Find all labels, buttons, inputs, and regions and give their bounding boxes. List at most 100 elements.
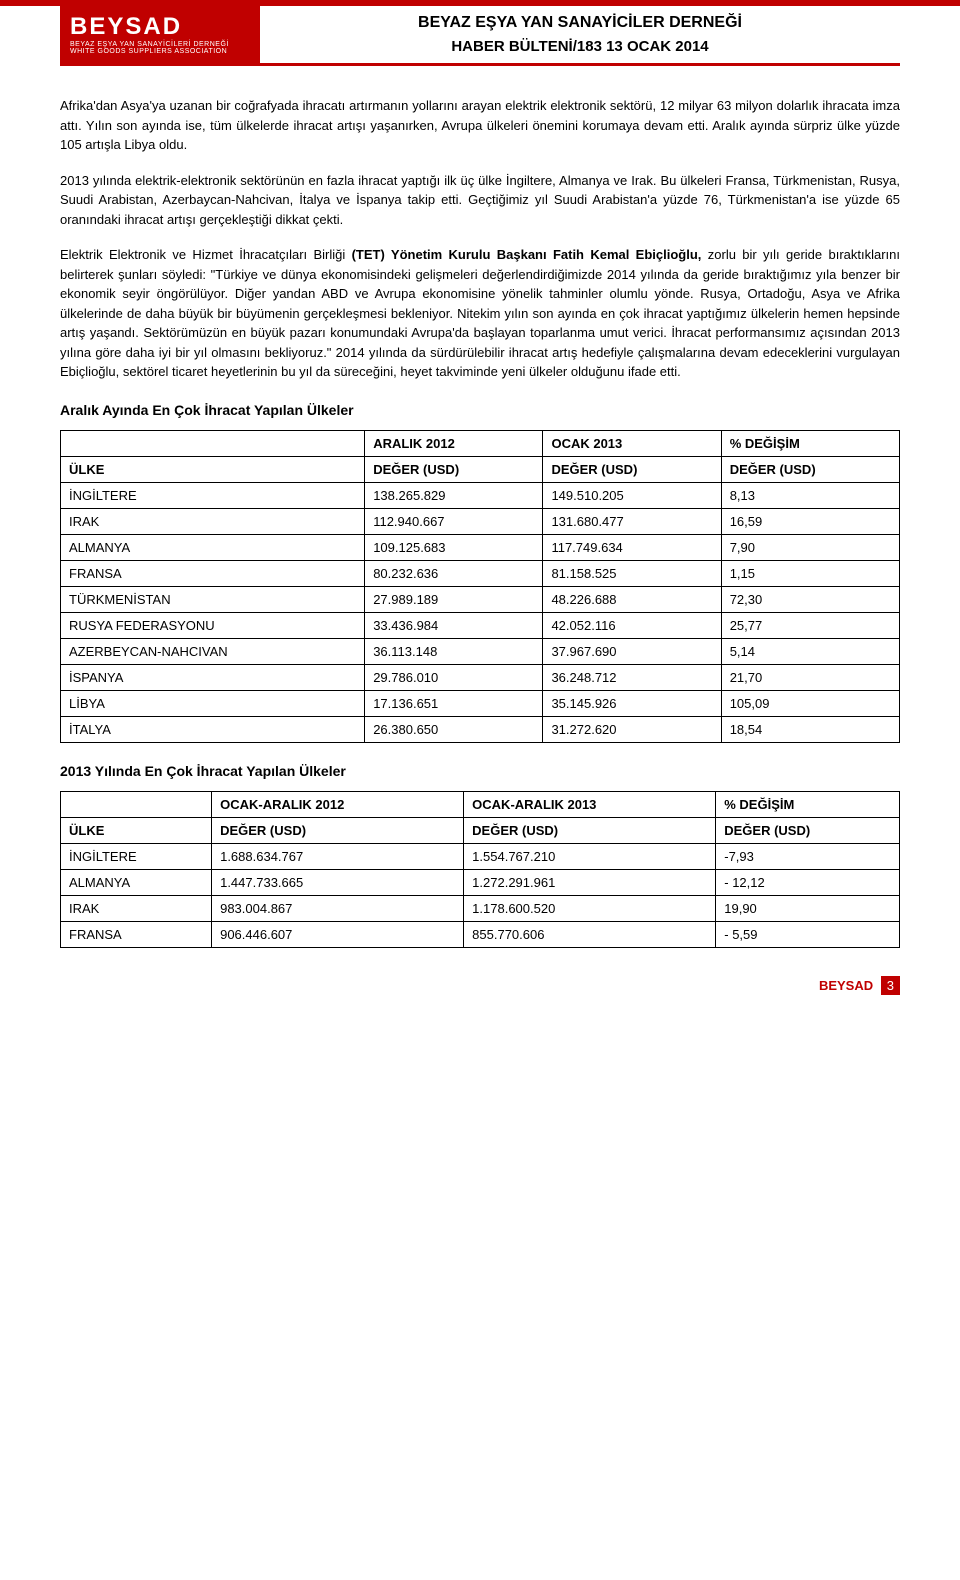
table-cell: 19,90: [716, 895, 900, 921]
table-cell: 131.680.477: [543, 508, 721, 534]
table2-heading: 2013 Yılında En Çok İhracat Yapılan Ülke…: [60, 763, 900, 779]
table2-v2: DEĞER (USD): [464, 817, 716, 843]
table1-ulke: ÜLKE: [61, 456, 365, 482]
page-footer: BEYSAD 3: [60, 978, 900, 993]
table-row: ALMANYA109.125.683117.749.6347,90: [61, 534, 900, 560]
table-cell: 983.004.867: [212, 895, 464, 921]
logo-subtitle-1: BEYAZ EŞYA YAN SANAYİCİLERİ DERNEĞİ: [70, 41, 250, 48]
table-cell: 80.232.636: [365, 560, 543, 586]
table-cell: İNGİLTERE: [61, 843, 212, 869]
table-cell: 138.265.829: [365, 482, 543, 508]
table1-heading: Aralık Ayında En Çok İhracat Yapılan Ülk…: [60, 402, 900, 418]
table-cell: 31.272.620: [543, 716, 721, 742]
table1-v3: DEĞER (USD): [721, 456, 899, 482]
table-cell: 109.125.683: [365, 534, 543, 560]
table1-h2: OCAK 2013: [543, 430, 721, 456]
table-cell: - 12,12: [716, 869, 900, 895]
header-right: BEYAZ EŞYA YAN SANAYİCİLER DERNEĞİ HABER…: [260, 6, 900, 63]
table-cell: 18,54: [721, 716, 899, 742]
table-cell: IRAK: [61, 508, 365, 534]
table-row: TÜRKMENİSTAN27.989.18948.226.68872,30: [61, 586, 900, 612]
table-cell: FRANSA: [61, 921, 212, 947]
table2-h1: OCAK-ARALIK 2012: [212, 791, 464, 817]
table-cell: 33.436.984: [365, 612, 543, 638]
table-cell: 5,14: [721, 638, 899, 664]
table-cell: TÜRKMENİSTAN: [61, 586, 365, 612]
table-cell: -7,93: [716, 843, 900, 869]
table1-h-blank: [61, 430, 365, 456]
table-row: İNGİLTERE138.265.829149.510.2058,13: [61, 482, 900, 508]
table-cell: 1.447.733.665: [212, 869, 464, 895]
paragraph-3: Elektrik Elektronik ve Hizmet İhracatçıl…: [60, 245, 900, 382]
table-cell: 16,59: [721, 508, 899, 534]
table-cell: 112.940.667: [365, 508, 543, 534]
table1-h1: ARALIK 2012: [365, 430, 543, 456]
table-cell: 29.786.010: [365, 664, 543, 690]
p3-prefix: Elektrik Elektronik ve Hizmet İhracatçıl…: [60, 247, 352, 262]
header-subtitle: HABER BÜLTENİ/183 13 OCAK 2014: [260, 38, 900, 55]
table1-header-row-1: ARALIK 2012 OCAK 2013 % DEĞİŞİM: [61, 430, 900, 456]
table-cell: ALMANYA: [61, 534, 365, 560]
table-row: AZERBEYCAN-NAHCIVAN36.113.14837.967.6905…: [61, 638, 900, 664]
table1-header-row-2: ÜLKE DEĞER (USD) DEĞER (USD) DEĞER (USD): [61, 456, 900, 482]
table-cell: 48.226.688: [543, 586, 721, 612]
table-cell: 26.380.650: [365, 716, 543, 742]
table1-h3: % DEĞİŞİM: [721, 430, 899, 456]
table-cell: LİBYA: [61, 690, 365, 716]
table-cell: AZERBEYCAN-NAHCIVAN: [61, 638, 365, 664]
table2-v1: DEĞER (USD): [212, 817, 464, 843]
table-cell: IRAK: [61, 895, 212, 921]
table-1: ARALIK 2012 OCAK 2013 % DEĞİŞİM ÜLKE DEĞ…: [60, 430, 900, 743]
table-cell: 21,70: [721, 664, 899, 690]
table-cell: RUSYA FEDERASYONU: [61, 612, 365, 638]
table-cell: FRANSA: [61, 560, 365, 586]
table-cell: 1.272.291.961: [464, 869, 716, 895]
table-cell: 7,90: [721, 534, 899, 560]
page-container: BEYSAD BEYAZ EŞYA YAN SANAYİCİLERİ DERNE…: [0, 6, 960, 1033]
table-cell: ALMANYA: [61, 869, 212, 895]
table-cell: İSPANYA: [61, 664, 365, 690]
table-cell: 1.688.634.767: [212, 843, 464, 869]
table-row: İNGİLTERE1.688.634.7671.554.767.210-7,93: [61, 843, 900, 869]
header-title: BEYAZ EŞYA YAN SANAYİCİLER DERNEĞİ: [260, 14, 900, 32]
p3-rest: zorlu bir yılı geride bıraktıklarını bel…: [60, 247, 900, 379]
table-cell: 1.178.600.520: [464, 895, 716, 921]
table-cell: İNGİLTERE: [61, 482, 365, 508]
table-row: İTALYA26.380.65031.272.62018,54: [61, 716, 900, 742]
page-header: BEYSAD BEYAZ EŞYA YAN SANAYİCİLERİ DERNE…: [60, 6, 900, 66]
table-cell: 35.145.926: [543, 690, 721, 716]
table-row: FRANSA906.446.607855.770.606- 5,59: [61, 921, 900, 947]
table-2: OCAK-ARALIK 2012 OCAK-ARALIK 2013 % DEĞİ…: [60, 791, 900, 948]
table2-v3: DEĞER (USD): [716, 817, 900, 843]
body-text: Afrika'dan Asya'ya uzanan bir coğrafyada…: [60, 96, 900, 382]
table-cell: 1,15: [721, 560, 899, 586]
paragraph-1: Afrika'dan Asya'ya uzanan bir coğrafyada…: [60, 96, 900, 155]
table-cell: 117.749.634: [543, 534, 721, 560]
table2-h3: % DEĞİŞİM: [716, 791, 900, 817]
footer-page-number: 3: [881, 976, 900, 995]
footer-brand: BEYSAD: [819, 978, 873, 993]
table-cell: İTALYA: [61, 716, 365, 742]
table-cell: 906.446.607: [212, 921, 464, 947]
table-cell: - 5,59: [716, 921, 900, 947]
table-cell: 42.052.116: [543, 612, 721, 638]
table-cell: 72,30: [721, 586, 899, 612]
table-cell: 105,09: [721, 690, 899, 716]
table1-v2: DEĞER (USD): [543, 456, 721, 482]
table-cell: 8,13: [721, 482, 899, 508]
paragraph-2: 2013 yılında elektrik-elektronik sektörü…: [60, 171, 900, 230]
table-row: FRANSA80.232.63681.158.5251,15: [61, 560, 900, 586]
table-cell: 37.967.690: [543, 638, 721, 664]
table-row: ALMANYA1.447.733.6651.272.291.961- 12,12: [61, 869, 900, 895]
table-cell: 855.770.606: [464, 921, 716, 947]
logo-box: BEYSAD BEYAZ EŞYA YAN SANAYİCİLERİ DERNE…: [60, 6, 260, 63]
table-cell: 36.113.148: [365, 638, 543, 664]
table-cell: 1.554.767.210: [464, 843, 716, 869]
table-cell: 17.136.651: [365, 690, 543, 716]
table-cell: 81.158.525: [543, 560, 721, 586]
table-row: IRAK112.940.667131.680.47716,59: [61, 508, 900, 534]
p3-bold: (TET) Yönetim Kurulu Başkanı Fatih Kemal…: [352, 247, 702, 262]
table-row: IRAK983.004.8671.178.600.52019,90: [61, 895, 900, 921]
table-cell: 36.248.712: [543, 664, 721, 690]
table1-v1: DEĞER (USD): [365, 456, 543, 482]
